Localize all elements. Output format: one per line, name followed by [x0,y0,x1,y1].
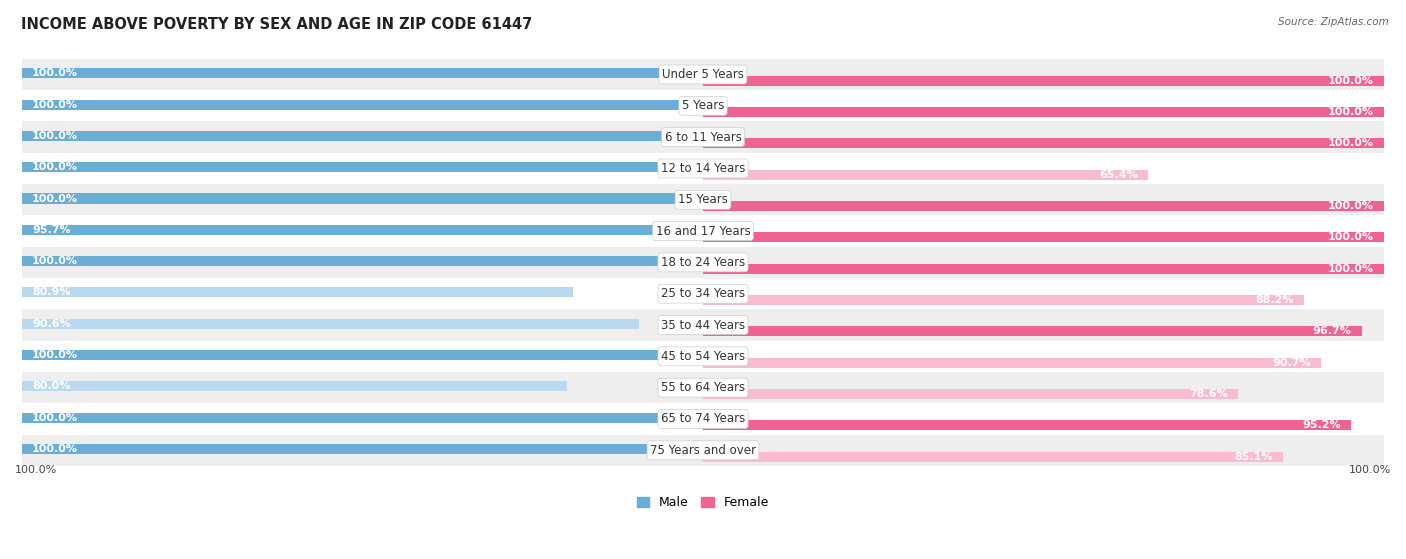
Text: 100.0%: 100.0% [32,131,77,141]
Text: 35 to 44 Years: 35 to 44 Years [661,319,745,331]
Text: 100.0%: 100.0% [1329,233,1374,243]
Text: 16 and 17 Years: 16 and 17 Years [655,225,751,238]
Text: Under 5 Years: Under 5 Years [662,68,744,81]
Text: 100.0%: 100.0% [32,100,77,110]
Bar [22,372,1384,403]
Text: 100.0%: 100.0% [32,256,77,266]
Bar [703,170,1149,179]
Text: 12 to 14 Years: 12 to 14 Years [661,162,745,175]
Bar [703,420,1351,430]
Text: 90.7%: 90.7% [1272,358,1310,368]
Text: 85.1%: 85.1% [1234,452,1272,462]
Bar [22,59,1384,90]
Bar [22,413,703,423]
Bar [703,107,1384,117]
Text: 80.0%: 80.0% [32,381,70,391]
Text: 95.7%: 95.7% [32,225,70,235]
Text: 65 to 74 Years: 65 to 74 Years [661,413,745,425]
Text: 96.7%: 96.7% [1313,326,1351,337]
Text: 100.0%: 100.0% [32,413,77,423]
Bar [703,358,1320,368]
Text: 88.2%: 88.2% [1256,295,1294,305]
Text: Source: ZipAtlas.com: Source: ZipAtlas.com [1278,17,1389,27]
Bar [22,247,1384,278]
Bar [22,193,703,203]
Bar [22,319,638,329]
Bar [22,90,1384,121]
Bar [703,139,1384,148]
Text: 100.0%: 100.0% [1348,465,1391,475]
Text: 45 to 54 Years: 45 to 54 Years [661,350,745,363]
Bar [22,100,703,110]
Bar [22,309,1384,340]
Bar [22,403,1384,435]
Text: 90.6%: 90.6% [32,319,70,329]
Text: INCOME ABOVE POVERTY BY SEX AND AGE IN ZIP CODE 61447: INCOME ABOVE POVERTY BY SEX AND AGE IN Z… [21,17,533,32]
Bar [22,340,1384,372]
Text: 100.0%: 100.0% [32,350,77,360]
Text: 100.0%: 100.0% [1329,139,1374,148]
Bar [22,184,1384,215]
Text: 55 to 64 Years: 55 to 64 Years [661,381,745,394]
Text: 18 to 24 Years: 18 to 24 Years [661,256,745,269]
Legend: Male, Female: Male, Female [631,491,775,514]
Bar [703,75,1384,86]
Text: 100.0%: 100.0% [32,444,77,454]
Text: 80.9%: 80.9% [32,287,70,297]
Bar [22,278,1384,309]
Text: 100.0%: 100.0% [1329,201,1374,211]
Text: 15 Years: 15 Years [678,193,728,206]
Bar [22,215,1384,247]
Text: 100.0%: 100.0% [32,68,77,78]
Bar [22,444,703,454]
Text: 100.0%: 100.0% [1329,264,1374,274]
Bar [22,435,1384,466]
Bar [703,452,1282,462]
Text: 100.0%: 100.0% [1329,76,1374,86]
Text: 100.0%: 100.0% [15,465,58,475]
Text: 100.0%: 100.0% [1329,107,1374,117]
Text: 75 Years and over: 75 Years and over [650,444,756,457]
Text: 6 to 11 Years: 6 to 11 Years [665,131,741,144]
Bar [22,287,572,297]
Bar [22,381,567,391]
Bar [22,131,703,141]
Text: 78.6%: 78.6% [1189,389,1229,399]
Bar [22,153,1384,184]
Bar [703,233,1384,243]
Text: 65.4%: 65.4% [1099,170,1139,179]
Bar [703,295,1303,305]
Bar [703,201,1384,211]
Bar [22,68,703,78]
Text: 25 to 34 Years: 25 to 34 Years [661,287,745,300]
Bar [22,121,1384,153]
Bar [703,326,1361,337]
Bar [22,350,703,360]
Text: 100.0%: 100.0% [32,162,77,172]
Bar [22,162,703,172]
Text: 95.2%: 95.2% [1302,420,1341,430]
Bar [703,389,1239,399]
Bar [703,264,1384,274]
Text: 100.0%: 100.0% [32,193,77,203]
Bar [22,256,703,266]
Text: 5 Years: 5 Years [682,100,724,112]
Bar [22,225,673,235]
